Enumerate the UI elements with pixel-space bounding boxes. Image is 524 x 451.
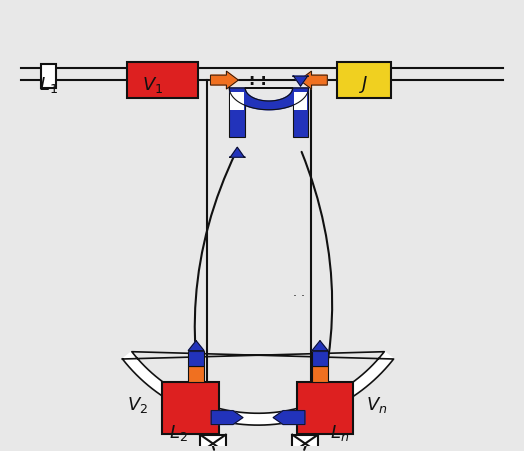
Polygon shape — [300, 72, 328, 90]
Bar — [231, 93, 244, 110]
Polygon shape — [211, 411, 243, 424]
Polygon shape — [273, 411, 305, 424]
Polygon shape — [230, 89, 309, 110]
Polygon shape — [230, 148, 245, 158]
Bar — [188, 351, 204, 367]
Polygon shape — [211, 72, 238, 90]
Bar — [312, 351, 328, 367]
Bar — [292, 435, 318, 451]
Bar — [337, 63, 390, 99]
Bar — [297, 382, 353, 434]
Text: $V_2$: $V_2$ — [127, 394, 148, 414]
Text: $L_1$: $L_1$ — [39, 75, 58, 95]
Polygon shape — [123, 352, 394, 425]
Text: $L_n$: $L_n$ — [330, 422, 349, 442]
Polygon shape — [312, 341, 328, 351]
Text: $L_2$: $L_2$ — [169, 422, 188, 442]
Bar — [312, 367, 328, 382]
Bar — [293, 93, 308, 110]
Text: . . .: . . . — [293, 285, 313, 298]
Text: : :: : : — [249, 73, 267, 87]
Bar — [40, 65, 57, 89]
Text: $V_1$: $V_1$ — [141, 75, 163, 95]
Polygon shape — [188, 341, 204, 351]
Bar — [292, 89, 309, 138]
Bar — [188, 367, 204, 382]
Text: $J$: $J$ — [359, 74, 369, 95]
Bar — [230, 89, 245, 138]
Text: $V_n$: $V_n$ — [366, 394, 388, 414]
Bar — [200, 435, 226, 451]
Bar — [127, 63, 198, 99]
Polygon shape — [292, 77, 309, 87]
Bar — [161, 382, 219, 434]
